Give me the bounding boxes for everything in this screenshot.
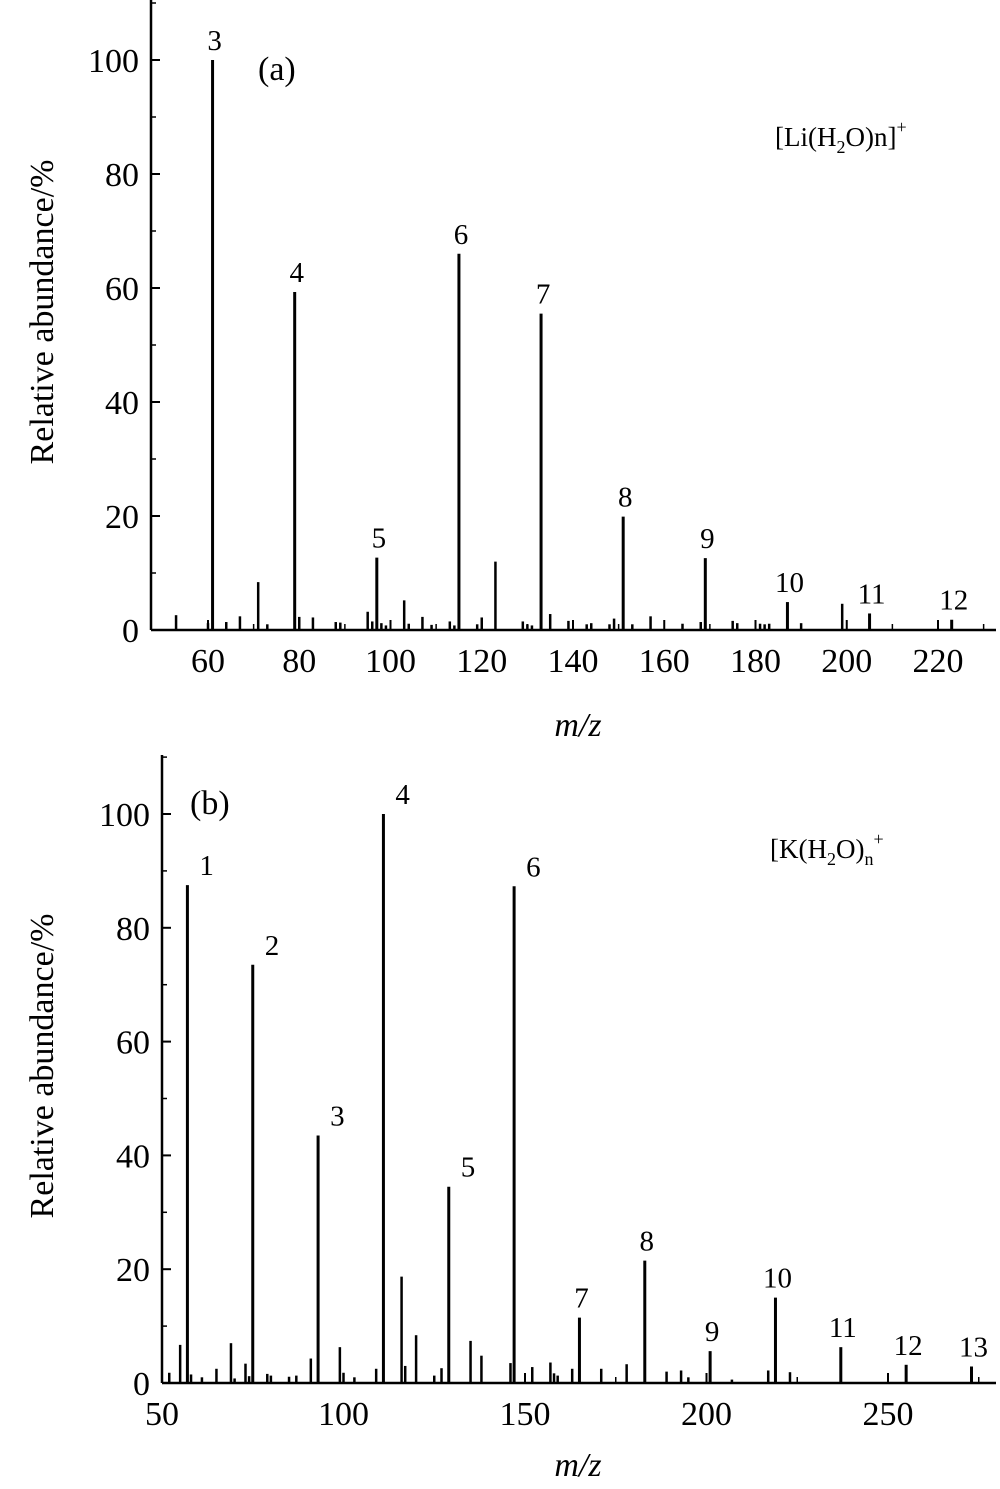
y-tick-label: 80 (105, 157, 139, 194)
x-tick-label: 100 (318, 1396, 369, 1433)
y-tick-label: 100 (88, 43, 139, 80)
peak-label: 5 (372, 523, 387, 555)
y-tick-label: 0 (133, 1366, 150, 1403)
peak-label: 12 (939, 585, 968, 617)
peak-label: 5 (461, 1152, 476, 1184)
y-tick-label: 40 (116, 1138, 150, 1175)
peak-label: 7 (574, 1283, 589, 1315)
y-tick-label: 20 (105, 499, 139, 536)
y-tick-label: 100 (99, 797, 150, 834)
y-tick-label: 40 (105, 385, 139, 422)
y-tick-label: 60 (105, 271, 139, 308)
panel-b: (b) [K(H2O)n+ Relative abundance/% m/z 0… (24, 755, 996, 1484)
x-tick-label: 150 (500, 1396, 551, 1433)
x-axis-title: m/z (554, 1447, 601, 1484)
x-tick-label: 180 (730, 643, 781, 680)
peak-label: 3 (330, 1100, 345, 1132)
peak-label: 4 (395, 779, 410, 811)
peak-label: 8 (640, 1226, 655, 1258)
peak-label: 4 (289, 257, 304, 289)
x-tick-label: 250 (863, 1396, 914, 1433)
peak-label: 6 (526, 851, 541, 883)
y-tick-label: 20 (116, 1252, 150, 1289)
panel-label: (b) (190, 785, 230, 822)
x-tick-label: 120 (456, 643, 507, 680)
peak-label: 9 (700, 523, 715, 555)
x-tick-label: 50 (145, 1396, 179, 1433)
panel-label: (a) (258, 51, 296, 88)
peak-label: 3 (207, 25, 222, 57)
peak-label: 13 (959, 1331, 988, 1363)
peak-label: 1 (199, 850, 214, 882)
x-axis-title: m/z (554, 707, 601, 744)
peak-label: 10 (775, 567, 804, 599)
peak-label: 6 (454, 219, 469, 251)
x-tick-label: 80 (282, 643, 316, 680)
x-tick-label: 200 (681, 1396, 732, 1433)
panel-a: (a) [Li(H2O)n]+ Relative abundance/% m/z… (24, 0, 996, 744)
x-tick-label: 100 (365, 643, 416, 680)
peak-label: 9 (705, 1316, 720, 1348)
x-tick-label: 200 (821, 643, 872, 680)
y-tick-label: 0 (122, 613, 139, 650)
x-tick-label: 160 (639, 643, 690, 680)
y-tick-label: 60 (116, 1025, 150, 1062)
species-label: [K(H2O)n+ (770, 829, 884, 869)
x-tick-label: 60 (191, 643, 225, 680)
peak-label: 7 (536, 279, 551, 311)
peak-label: 11 (858, 578, 886, 610)
y-axis-title: Relative abundance/% (24, 914, 61, 1219)
peak-label: 12 (894, 1330, 923, 1362)
y-tick-label: 80 (116, 911, 150, 948)
x-tick-label: 140 (548, 643, 599, 680)
peak-label: 11 (829, 1312, 857, 1344)
species-label: [Li(H2O)n]+ (775, 117, 907, 157)
peak-label: 2 (265, 930, 280, 962)
y-axis-title: Relative abundance/% (24, 160, 61, 465)
peak-label: 8 (618, 482, 633, 514)
x-tick-label: 220 (913, 643, 964, 680)
peak-label: 10 (763, 1263, 792, 1295)
